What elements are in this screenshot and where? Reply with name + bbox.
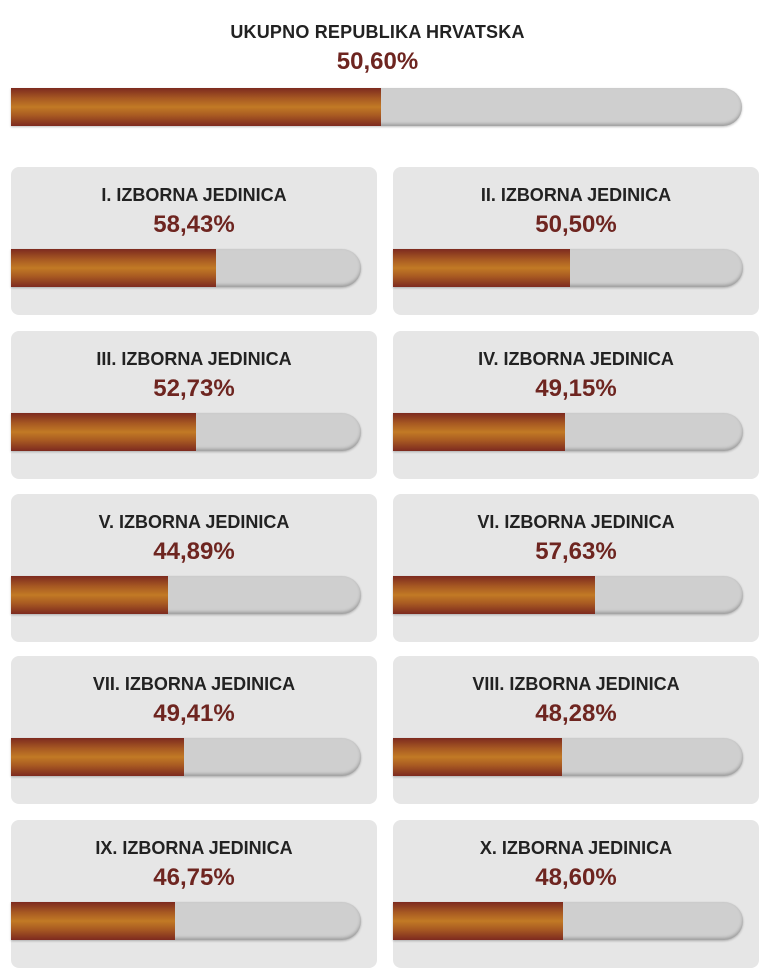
unit-card-3: III. IZBORNA JEDINICA 52,73% bbox=[11, 331, 377, 479]
unit-card-1: I. IZBORNA JEDINICA 58,43% bbox=[11, 167, 377, 315]
unit-title: II. IZBORNA JEDINICA bbox=[480, 185, 672, 205]
unit-progress-fill bbox=[393, 902, 564, 940]
unit-title: X. IZBORNA JEDINICA bbox=[479, 838, 673, 858]
unit-progress-fill bbox=[393, 738, 562, 776]
unit-title: VII. IZBORNA JEDINICA bbox=[92, 674, 296, 694]
unit-progress-bar bbox=[393, 249, 743, 287]
unit-title: VIII. IZBORNA JEDINICA bbox=[472, 674, 680, 694]
unit-card-7: VII. IZBORNA JEDINICA 49,41% bbox=[11, 656, 377, 804]
unit-card-9: IX. IZBORNA JEDINICA 46,75% bbox=[11, 820, 377, 968]
unit-percentage: 49,15% bbox=[535, 375, 617, 402]
unit-progress-bar bbox=[393, 902, 743, 940]
total-progress-fill bbox=[11, 88, 381, 126]
unit-title: III. IZBORNA JEDINICA bbox=[96, 349, 292, 369]
unit-percentage: 48,60% bbox=[535, 864, 617, 891]
unit-card-2: II. IZBORNA JEDINICA 50,50% bbox=[393, 167, 759, 315]
unit-progress-fill bbox=[11, 413, 196, 451]
unit-progress-fill bbox=[393, 413, 566, 451]
total-title: UKUPNO REPUBLIKA HRVATSKA bbox=[230, 22, 525, 42]
unit-title: V. IZBORNA JEDINICA bbox=[98, 512, 290, 532]
total-percentage: 50,60% bbox=[336, 48, 419, 75]
unit-percentage: 58,43% bbox=[153, 211, 235, 238]
unit-progress-bar bbox=[11, 738, 361, 776]
unit-progress-bar bbox=[11, 902, 361, 940]
unit-card-8: VIII. IZBORNA JEDINICA 48,28% bbox=[393, 656, 759, 804]
unit-card-10: X. IZBORNA JEDINICA 48,60% bbox=[393, 820, 759, 968]
unit-title: I. IZBORNA JEDINICA bbox=[101, 185, 287, 205]
unit-percentage: 46,75% bbox=[153, 864, 235, 891]
unit-progress-fill bbox=[393, 249, 570, 287]
unit-card-6: VI. IZBORNA JEDINICA 57,63% bbox=[393, 494, 759, 642]
unit-card-4: IV. IZBORNA JEDINICA 49,15% bbox=[393, 331, 759, 479]
unit-progress-fill bbox=[393, 576, 595, 614]
unit-progress-bar bbox=[11, 576, 361, 614]
unit-percentage: 44,89% bbox=[153, 538, 235, 565]
unit-progress-bar bbox=[393, 413, 743, 451]
unit-title: IX. IZBORNA JEDINICA bbox=[95, 838, 293, 858]
unit-title: IV. IZBORNA JEDINICA bbox=[478, 349, 674, 369]
unit-percentage: 49,41% bbox=[153, 700, 235, 727]
unit-progress-bar bbox=[393, 738, 743, 776]
unit-title: VI. IZBORNA JEDINICA bbox=[477, 512, 675, 532]
unit-card-5: V. IZBORNA JEDINICA 44,89% bbox=[11, 494, 377, 642]
unit-progress-bar bbox=[11, 249, 361, 287]
unit-progress-fill bbox=[11, 249, 216, 287]
total-progress-bar bbox=[11, 88, 742, 126]
unit-progress-bar bbox=[11, 413, 361, 451]
unit-percentage: 57,63% bbox=[535, 538, 617, 565]
unit-percentage: 52,73% bbox=[153, 375, 235, 402]
unit-progress-fill bbox=[11, 738, 184, 776]
unit-progress-fill bbox=[11, 902, 175, 940]
unit-percentage: 50,50% bbox=[535, 211, 617, 238]
unit-progress-fill bbox=[11, 576, 169, 614]
unit-progress-bar bbox=[393, 576, 743, 614]
unit-percentage: 48,28% bbox=[535, 700, 617, 727]
total-section: UKUPNO REPUBLIKA HRVATSKA 50,60% bbox=[0, 0, 765, 140]
